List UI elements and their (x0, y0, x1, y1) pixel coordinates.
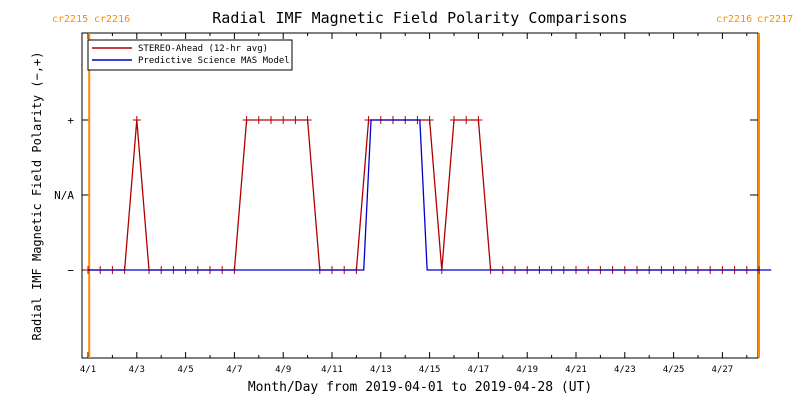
x-ticks: 4/1 4/3 4/5 4/7 4/9 4/11 4/13 4/15 4/17 4/19 4/21 4… (80, 33, 748, 375)
y-tick-label: + (67, 114, 74, 127)
cr-right-label-a: cr2216 (716, 14, 752, 25)
x-tick-label: 4/9 (275, 365, 291, 375)
carrington-lines (88, 33, 760, 358)
x-tick-label: 4/7 (226, 365, 242, 375)
y-tick-label: N/A (54, 189, 74, 202)
x-tick-label: 4/3 (129, 365, 145, 375)
data-point (267, 116, 275, 124)
legend-label-model: Predictive Science MAS Model (138, 56, 290, 66)
legend: STEREO-Ahead (12-hr avg) Predictive Scie… (87, 39, 293, 71)
x-tick-label: 4/5 (177, 365, 193, 375)
data-point (425, 116, 434, 124)
legend-label-stereo: STEREO-Ahead (12-hr avg) (138, 44, 268, 54)
data-point (242, 116, 251, 124)
x-tick-label: 4/21 (565, 365, 587, 375)
x-tick-label: 4/1 (80, 365, 96, 375)
x-tick-label: 4/11 (321, 365, 343, 375)
x-tick-label: 4/27 (712, 365, 734, 375)
y-tick-label: − (67, 264, 74, 277)
y-axis-label: Radial IMF Magnetic Field Polarity (−,+) (30, 52, 44, 341)
series-line-model (88, 119, 772, 271)
data-point (474, 116, 483, 124)
x-axis-label: Month/Day from 2019-04-01 to 2019-04-28 … (248, 380, 592, 395)
x-tick-label: 4/19 (516, 365, 538, 375)
series-layer (84, 116, 772, 274)
data-point (450, 116, 458, 124)
x-tick-label: 4/13 (370, 365, 392, 375)
cr-right-label-b: cr2217 (757, 14, 793, 25)
data-point (254, 116, 263, 124)
data-point (291, 116, 300, 124)
y-ticks: − N/A + (54, 114, 758, 277)
legend-box (87, 39, 293, 71)
x-tick-label: 4/23 (614, 365, 636, 375)
x-tick-label: 4/17 (468, 365, 490, 375)
data-point (303, 116, 312, 124)
plot-frame (81, 32, 759, 359)
cr-left-label-b: cr2216 (94, 14, 130, 25)
x-tick-label: 4/15 (419, 365, 441, 375)
x-tick-label: 4/25 (663, 365, 685, 375)
chart-title: Radial IMF Magnetic Field Polarity Compa… (212, 9, 627, 27)
data-point (462, 116, 471, 124)
cr-left-label-a: cr2215 (52, 14, 88, 25)
data-point (132, 116, 141, 124)
data-point (279, 116, 288, 124)
